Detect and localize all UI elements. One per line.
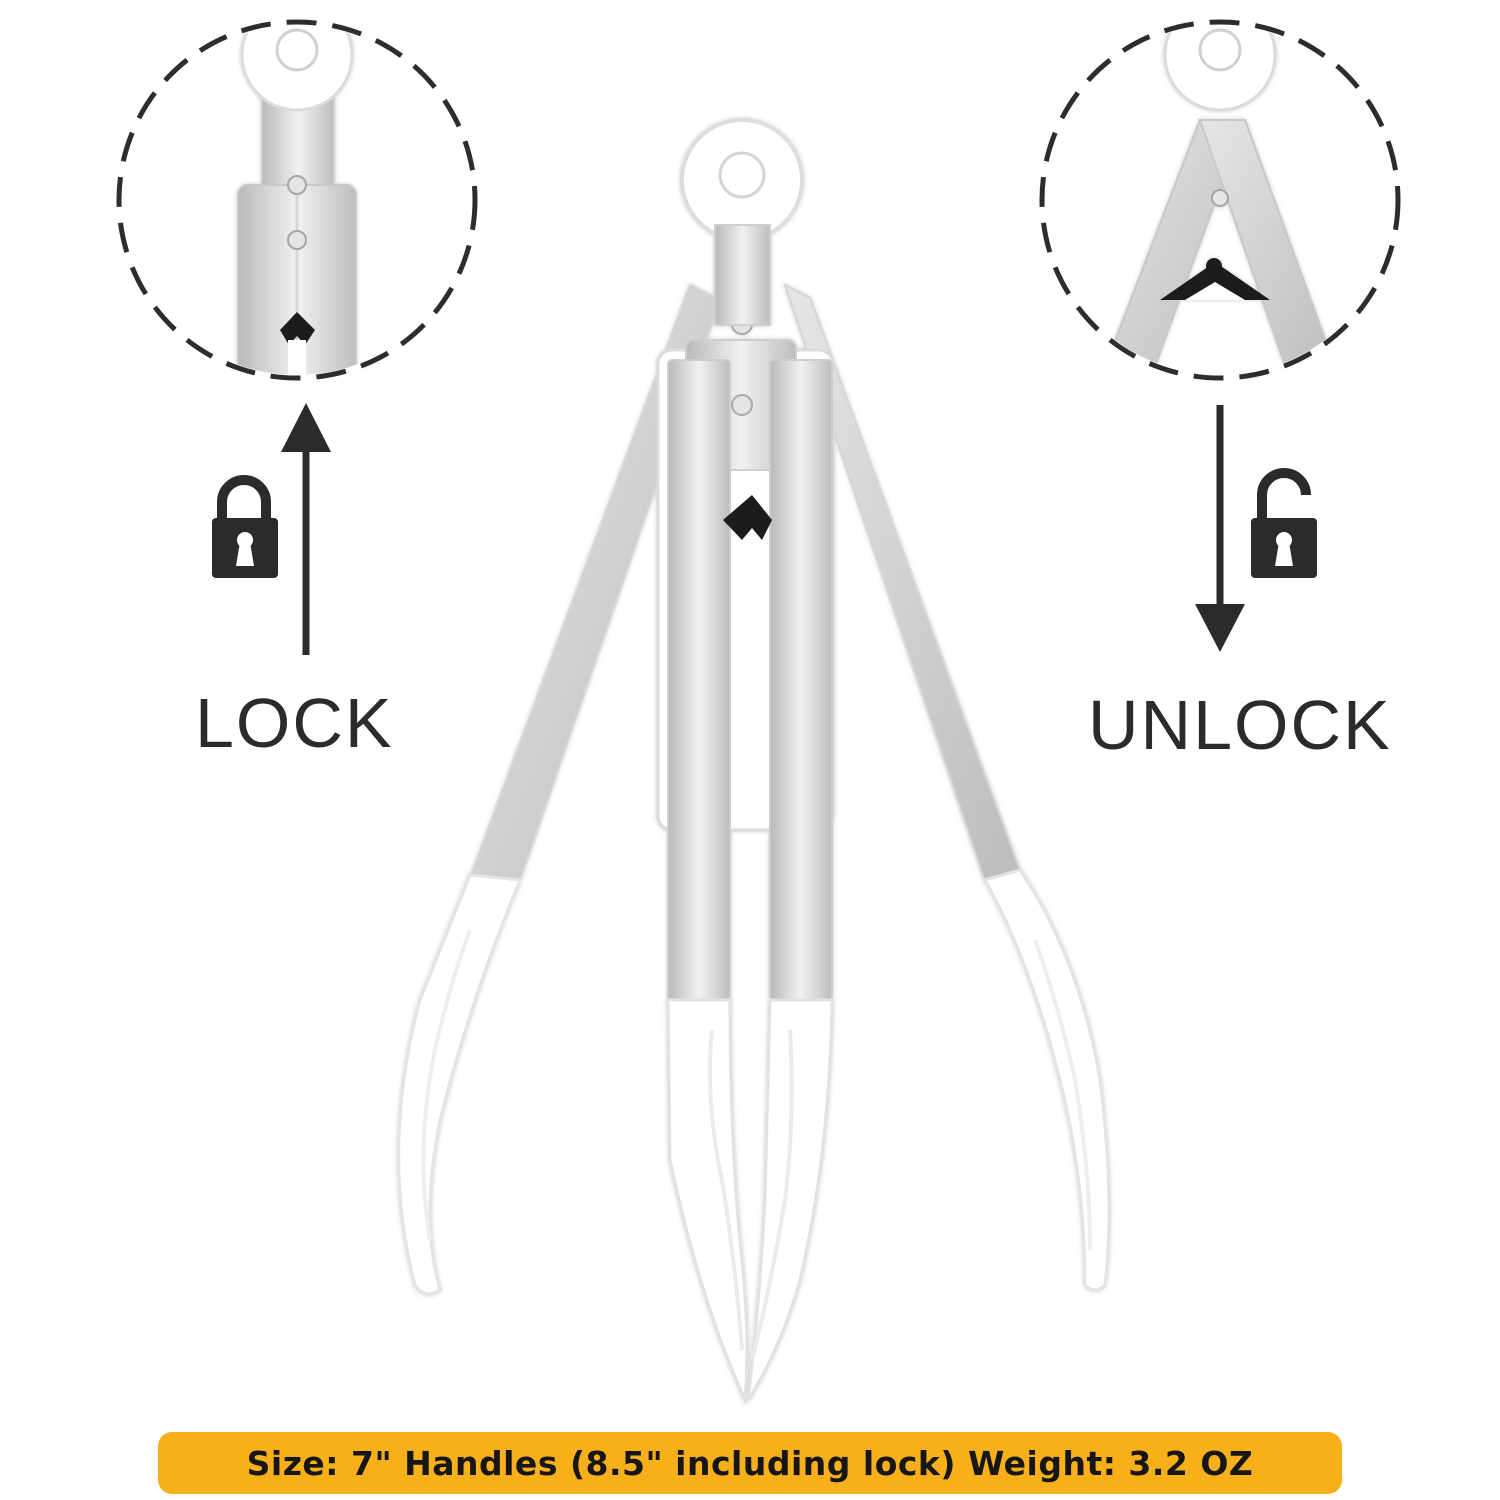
unlock-label: UNLOCK bbox=[1088, 686, 1392, 764]
main-tongs bbox=[397, 118, 1111, 1406]
rivet-mid bbox=[731, 394, 753, 416]
unlock-detail-circle bbox=[1039, 19, 1401, 381]
lock-notch bbox=[723, 495, 772, 540]
size-weight-text: Size: 7" Handles (8.5" including lock) W… bbox=[246, 1443, 1254, 1483]
left-silicone-head bbox=[397, 873, 523, 1296]
lock-label: LOCK bbox=[195, 684, 394, 762]
center-silicone-head-left bbox=[666, 998, 749, 1406]
lock-detail-circle bbox=[116, 19, 478, 381]
padlock-closed-icon bbox=[212, 475, 278, 578]
padlock-open-icon bbox=[1251, 468, 1317, 578]
right-silicone-head bbox=[982, 868, 1111, 1292]
arrow-up-icon bbox=[281, 403, 331, 655]
arrow-down-icon bbox=[1195, 405, 1245, 652]
size-weight-banner: Size: 7" Handles (8.5" including lock) W… bbox=[158, 1432, 1342, 1494]
center-silicone-head-right bbox=[746, 998, 834, 1401]
